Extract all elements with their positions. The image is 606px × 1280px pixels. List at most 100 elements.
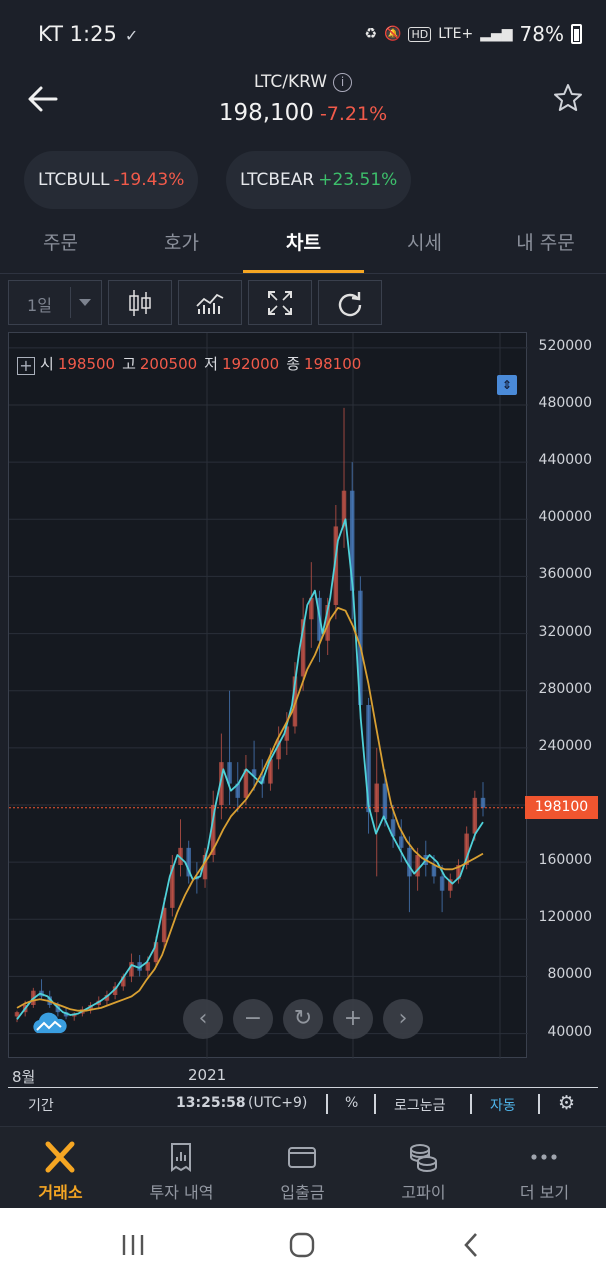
candle-body [472,797,478,834]
cloud-logo-icon [33,1012,67,1033]
period-select[interactable]: 1일 [8,280,102,325]
candle-body [284,726,290,741]
candle-body [129,962,134,977]
timezone-button[interactable]: (UTC+9) [248,1095,308,1111]
home-icon[interactable] [287,1230,317,1260]
zoom-out-button[interactable]: − [233,999,273,1039]
nav-more[interactable]: 더 보기 [484,1127,605,1209]
system-navigation-bar [0,1208,606,1280]
log-scale-button[interactable]: 로그눈금 [394,1098,446,1114]
ltcbull-chip[interactable]: LTCBULL -19.43% [24,151,199,209]
nav-history[interactable]: 투자 내역 [121,1127,242,1209]
candle-body [415,855,420,877]
tab-my-orders[interactable]: 내 주문 [516,232,575,254]
candle-body [235,783,240,798]
receipt-chart-icon [171,1143,191,1172]
refresh-icon [338,291,362,316]
wallet-icon [288,1147,316,1168]
zoom-in-button[interactable]: + [333,999,373,1039]
candle-body [309,597,314,620]
expand-plus-icon[interactable]: + [17,357,35,375]
bottom-navigation: 거래소 투자 내역 입출금 고파이 더 보기 [0,1126,606,1208]
ohlc-readout: + 시 198500 고 200500 저 192000 종 198100 [17,353,368,375]
moving-average-line-2 [16,606,484,1012]
mute-icon: 🔕 [384,26,402,42]
tab-market[interactable]: 시세 [407,232,442,254]
candle-body [456,865,461,880]
chart-canvas[interactable] [9,333,528,1059]
candle-body [407,847,412,877]
indicator-button[interactable] [178,280,242,325]
x-tick-label: 2021 [188,1066,227,1084]
reset-view-button[interactable]: ↻ [283,999,323,1039]
status-bar: KT 1:25 ✓ ♻ 🔕 HD LTE+ ▂▄▆ 78% [0,0,606,70]
candle-body [448,879,453,891]
ltcbear-chip[interactable]: LTCBEAR +23.51% [226,151,412,209]
candle-body [170,865,175,908]
nav-exchange[interactable]: 거래소 [0,1127,121,1209]
candle-body [219,762,224,805]
y-tick-label: 40000 [547,1023,592,1040]
y-tick-label: 240000 [538,737,592,754]
tab-order[interactable]: 주문 [43,232,78,254]
candle-body [121,976,126,987]
check-icon: ✓ [124,26,139,45]
coins-stack-icon [410,1144,437,1172]
exchange-x-icon [45,1141,75,1173]
fullscreen-button[interactable] [248,280,312,325]
pair-title: LTC/KRW i [0,72,606,92]
star-icon[interactable] [552,82,584,114]
candle-body [153,942,159,963]
chart-settings-bar: 기간 13:25:58 (UTC+9) % 로그눈금 자동 ⚙ [8,1087,598,1119]
back-icon[interactable] [457,1230,487,1260]
recent-apps-icon[interactable] [118,1230,148,1260]
candle-body [366,705,371,813]
refresh-button[interactable] [318,280,382,325]
y-tick-label: 520000 [538,337,592,354]
period-range-button[interactable]: 기간 [28,1098,54,1114]
candle-body [112,986,118,995]
nav-gopax[interactable]: 고파이 [363,1127,484,1209]
candle-body [243,769,249,798]
y-axis: 520000 480000 440000 400000 360000 320000 2800… [527,332,598,1058]
moving-average-line-1 [16,518,484,1020]
price-chart[interactable]: + 시 198500 고 200500 저 192000 종 198100 ⇕ ‹ − ↻ + … [8,332,598,1059]
current-price-tag: 198100 [525,795,598,819]
candle-body [104,995,110,1001]
ticker-header: LTC/KRW i 198,100 -7.21% [0,66,606,146]
candle-body [186,847,191,877]
candle-body [161,907,167,943]
y-tick-label: 160000 [538,852,592,869]
scroll-right-button[interactable]: › [383,999,423,1039]
x-axis: 8월 2021 [8,1058,598,1086]
auto-scale-button[interactable]: 자동 [490,1098,516,1114]
tab-orderbook[interactable]: 호가 [164,232,199,254]
back-arrow-icon[interactable] [26,82,60,116]
settings-gear-icon[interactable]: ⚙ [558,1092,576,1114]
chart-plot-area[interactable]: + 시 198500 고 200500 저 192000 종 198100 ⇕ ‹ − ↻ + … [8,332,528,1059]
percent-scale-button[interactable]: % [345,1095,359,1111]
indicator-chart-icon [196,293,224,314]
candle-body [480,797,486,808]
candle-body [145,962,151,971]
candle-body [374,783,379,813]
network-type: LTE+ [438,26,474,42]
y-tick-label: 440000 [538,452,592,469]
nav-deposit[interactable]: 입출금 [242,1127,363,1209]
candle-body [276,740,281,760]
candle-body [137,962,142,971]
tab-chart[interactable]: 차트 [286,232,321,254]
chart-toolbar: 1일 [0,280,606,326]
candle-type-button[interactable] [108,280,172,325]
info-icon[interactable]: i [333,73,353,92]
y-tick-label: 320000 [538,623,592,640]
candle-body [390,819,396,837]
scroll-left-button[interactable]: ‹ [183,999,223,1039]
signal-icon: ▂▄▆ [480,26,513,42]
candle-body [268,759,273,784]
candle-body [382,783,388,820]
candlestick-icon [129,289,151,316]
chart-navigation: ‹ − ↻ + › [183,999,433,1039]
collapse-toggle-icon[interactable]: ⇕ [497,375,517,395]
y-tick-label: 80000 [547,966,592,983]
